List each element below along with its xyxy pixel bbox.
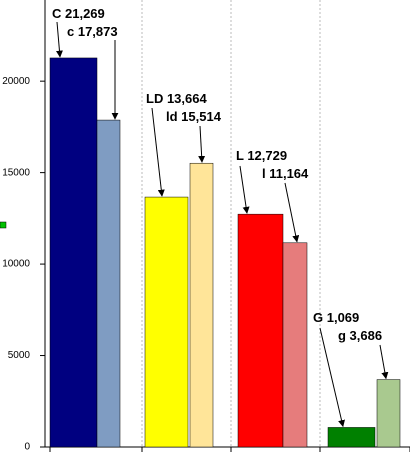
annotation-arrow (379, 344, 389, 380)
annotation-arrow (198, 125, 206, 163)
y-tick-label: 10000 (2, 259, 30, 270)
bar (327, 427, 376, 448)
bar (96, 119, 121, 448)
value-label: G 1,069 (313, 310, 359, 325)
value-label: g 3,686 (338, 328, 382, 343)
value-label: C 21,269 (52, 6, 105, 21)
annotation-arrow (151, 107, 165, 197)
value-label: c 17,873 (67, 24, 118, 39)
value-label: L 12,729 (236, 148, 287, 163)
y-tick-label: 15000 (2, 167, 30, 178)
annotation-arrow (284, 182, 300, 243)
separators (141, 0, 321, 447)
bar (144, 196, 189, 448)
annotation-arrow (239, 165, 250, 214)
annotation-arrow (319, 327, 345, 428)
value-label: LD 13,664 (146, 91, 207, 106)
bar (189, 162, 214, 448)
bar (237, 213, 284, 448)
bar (282, 242, 308, 448)
bar (376, 379, 401, 448)
y-tick-label: 20000 (2, 76, 30, 87)
y-tick-label: 0 (24, 442, 30, 453)
bar (49, 57, 98, 448)
value-label: l 11,164 (262, 166, 309, 181)
value-label: ld 15,514 (166, 109, 222, 124)
legend-swatch (0, 221, 7, 229)
annotation-arrow (55, 21, 63, 58)
y-tick-label: 5000 (8, 350, 31, 361)
